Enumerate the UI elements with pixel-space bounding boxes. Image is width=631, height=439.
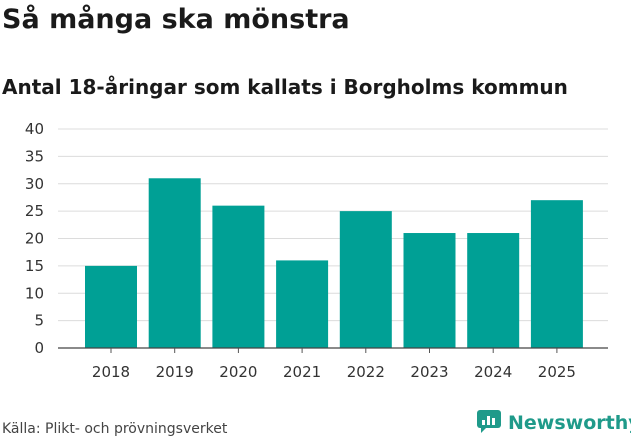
y-tick-label: 10 (25, 284, 44, 302)
chart-subtitle: Antal 18-åringar som kallats i Borgholms… (2, 75, 568, 99)
x-tick-label: 2025 (538, 363, 576, 381)
brand-logo[interactable]: Newsworthy (476, 409, 631, 437)
x-tick-label: 2021 (283, 363, 321, 381)
bar-2024[interactable] (467, 233, 520, 348)
newsworthy-logo-icon (476, 409, 502, 437)
x-tick-label: 2022 (347, 363, 385, 381)
bars (85, 178, 583, 348)
bar-2022[interactable] (339, 211, 392, 348)
bar-2018[interactable] (85, 265, 137, 348)
y-tick-label: 20 (25, 230, 44, 248)
bar-2020[interactable] (212, 205, 265, 348)
y-tick-label: 0 (34, 339, 44, 357)
bar-2021[interactable] (276, 260, 329, 348)
chart-title: Så många ska mönstra (2, 4, 350, 35)
x-tick-label: 2019 (156, 363, 194, 381)
x-axis-ticks: 2018 2019 2020 2021 2022 2023 2024 2025 (92, 348, 576, 381)
brand-name: Newsworthy (508, 412, 631, 434)
y-tick-label: 25 (25, 202, 44, 220)
x-tick-label: 2023 (410, 363, 448, 381)
bar-2023[interactable] (403, 233, 456, 348)
x-tick-label: 2024 (474, 363, 512, 381)
y-tick-label: 5 (34, 312, 44, 330)
y-tick-label: 30 (25, 175, 44, 193)
bar-2025[interactable] (530, 200, 583, 348)
y-tick-label: 35 (25, 147, 44, 165)
x-tick-label: 2018 (92, 363, 130, 381)
y-tick-label: 15 (25, 257, 44, 275)
bar-2019[interactable] (148, 178, 201, 348)
y-tick-label: 40 (25, 120, 44, 138)
source-note: Källa: Plikt- och prövningsverket (2, 421, 228, 437)
y-axis-ticks: 0 5 10 15 20 25 30 35 40 (25, 120, 44, 357)
gridlines (58, 128, 608, 322)
x-tick-label: 2020 (219, 363, 257, 381)
